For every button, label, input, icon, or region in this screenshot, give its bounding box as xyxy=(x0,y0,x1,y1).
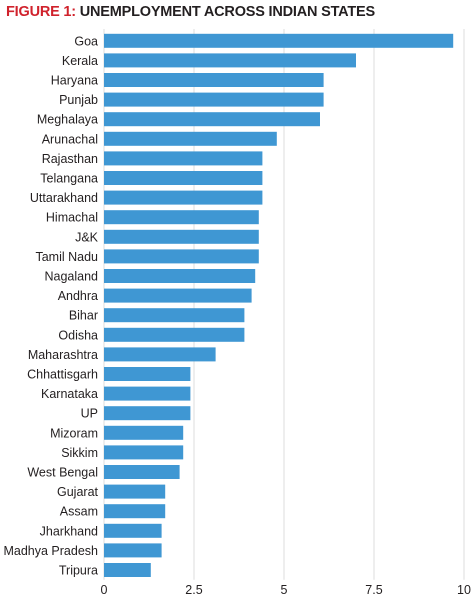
category-label: Bihar xyxy=(69,309,98,323)
bar xyxy=(104,92,324,107)
bar xyxy=(104,171,263,185)
category-label: Odisha xyxy=(58,328,98,342)
category-label: Maharashtra xyxy=(28,348,98,362)
x-axis-tick-labels: 0 2.5 5 7.5 10 xyxy=(101,583,471,597)
bar xyxy=(104,504,166,519)
bar xyxy=(104,367,191,381)
category-label: Jharkhand xyxy=(40,524,98,538)
bar xyxy=(104,112,320,127)
bar xyxy=(104,131,277,146)
bar xyxy=(104,210,259,225)
bar xyxy=(104,523,162,538)
category-label: Andhra xyxy=(58,289,98,303)
bar xyxy=(104,465,180,479)
bar xyxy=(104,33,454,48)
category-label: Gujarat xyxy=(57,485,99,499)
bar xyxy=(104,190,263,205)
bar xyxy=(104,425,184,440)
bar xyxy=(104,269,256,283)
category-label: Chhattisgarh xyxy=(27,368,98,382)
bar xyxy=(104,347,216,362)
bar xyxy=(104,327,245,342)
category-label: Punjab xyxy=(59,93,98,107)
category-label: Telangana xyxy=(40,172,98,186)
category-label: West Bengal xyxy=(27,466,98,480)
category-label: Meghalaya xyxy=(37,113,98,127)
bar xyxy=(104,386,191,401)
category-label: Uttarakhand xyxy=(30,191,98,205)
x-tick-label: 5 xyxy=(281,583,288,597)
figure-label: FIGURE 1: xyxy=(6,4,76,20)
bar xyxy=(104,53,356,68)
category-label: Haryana xyxy=(51,74,98,88)
category-label: Madhya Pradesh xyxy=(3,544,98,558)
category-label: Tamil Nadu xyxy=(35,250,98,264)
category-label: Tripura xyxy=(59,564,98,578)
category-label: J&K xyxy=(75,230,99,244)
category-label: Rajasthan xyxy=(42,152,98,166)
title-text: UNEMPLOYMENT ACROSS INDIAN STATES xyxy=(75,4,375,20)
bar xyxy=(104,229,259,244)
chart-title: FIGURE 1: UNEMPLOYMENT ACROSS INDIAN STA… xyxy=(6,4,375,20)
x-tick-label: 2.5 xyxy=(185,583,202,597)
category-label: Goa xyxy=(74,34,98,48)
bar xyxy=(104,543,162,558)
category-label: Arunachal xyxy=(42,132,98,146)
bar xyxy=(104,484,166,499)
bar xyxy=(104,288,252,303)
category-labels: Goa Kerala Haryana Punjab Meghalaya Arunachal… xyxy=(3,34,98,577)
bar xyxy=(104,308,245,323)
bar xyxy=(104,249,259,264)
bar xyxy=(104,406,191,421)
category-label: Karnataka xyxy=(41,387,98,401)
bars xyxy=(104,33,454,577)
category-label: Sikkim xyxy=(61,446,98,460)
category-label: Kerala xyxy=(62,54,98,68)
category-label: Nagaland xyxy=(44,270,98,284)
x-tick-label: 7.5 xyxy=(365,583,382,597)
x-tick-label: 0 xyxy=(101,583,108,597)
category-label: UP xyxy=(81,407,98,421)
bar xyxy=(104,445,184,460)
bar xyxy=(104,563,151,577)
category-label: Mizoram xyxy=(50,426,98,440)
bar xyxy=(104,73,324,87)
bar xyxy=(104,151,263,166)
x-tick-label: 10 xyxy=(457,583,471,597)
category-label: Himachal xyxy=(46,211,98,225)
category-label: Assam xyxy=(60,505,98,519)
